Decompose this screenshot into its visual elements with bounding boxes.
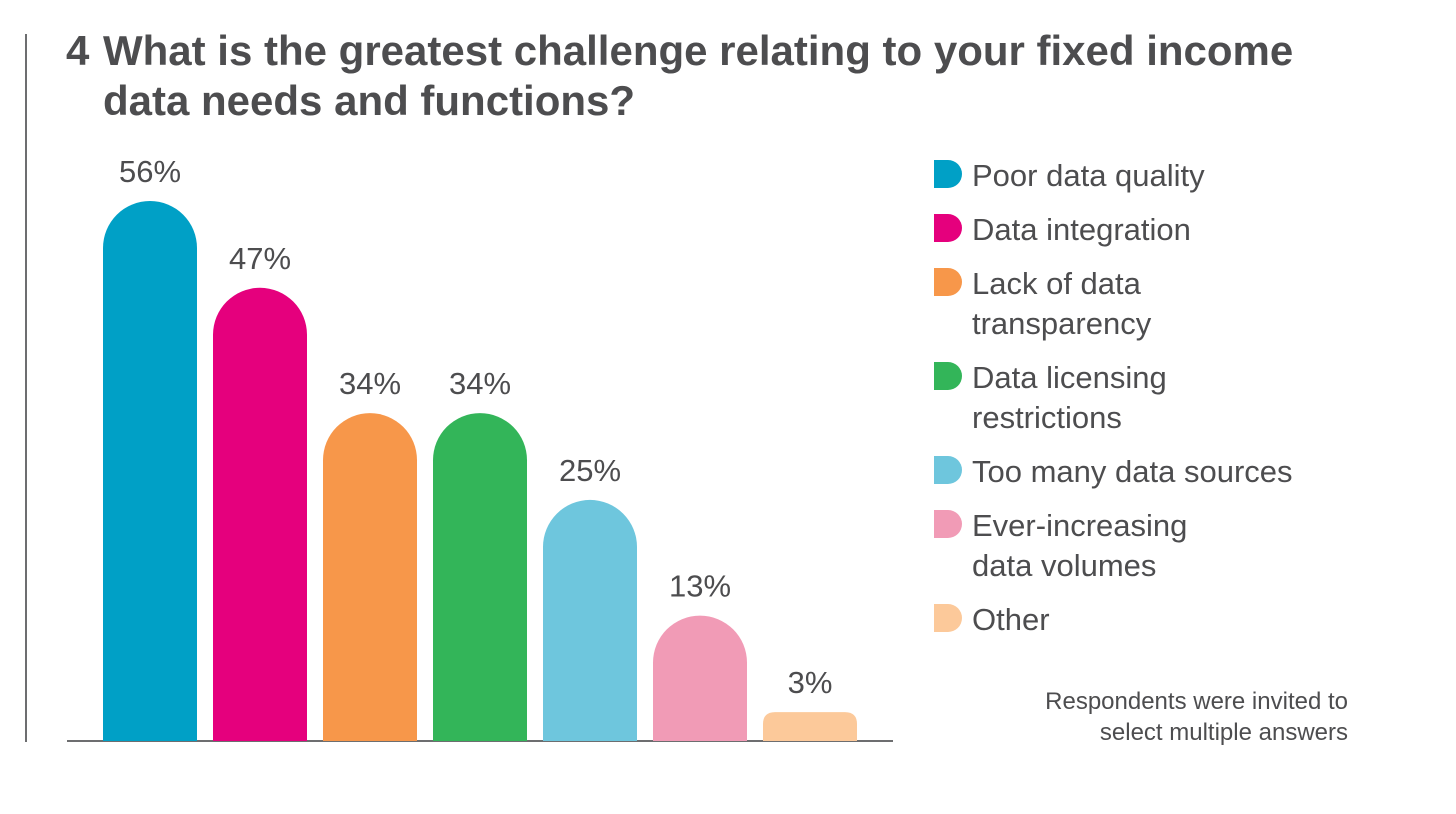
data-label: 13% <box>669 569 731 604</box>
legend-swatch <box>934 456 962 484</box>
question-number: 4 <box>66 27 90 74</box>
legend-item-ever-increasing-data-volumes: Ever-increasing data volumes <box>934 506 1374 586</box>
question-text: What is the greatest challenge relating … <box>103 27 1294 124</box>
data-label: 47% <box>229 241 291 276</box>
left-vertical-rule <box>25 34 27 742</box>
legend-swatch <box>934 604 962 632</box>
legend-swatch <box>934 510 962 538</box>
legend-label: Lack of data transparency <box>972 266 1152 341</box>
footnote: Respondents were invited to select multi… <box>1045 688 1348 746</box>
bar-data-licensing-restrictions <box>433 413 527 741</box>
legend-swatch <box>934 268 962 296</box>
bar-other <box>763 712 857 741</box>
bar-ever-increasing-data-volumes <box>653 615 747 741</box>
data-label: 56% <box>119 154 181 189</box>
data-label: 34% <box>339 366 401 401</box>
legend-item-too-many-data-sources: Too many data sources <box>934 452 1374 492</box>
legend: Poor data quality Data integration Lack … <box>934 156 1374 654</box>
legend-swatch <box>934 214 962 242</box>
legend-item-other: Other <box>934 600 1374 640</box>
legend-label: Poor data quality <box>972 158 1205 193</box>
bar-lack-of-data-transparency <box>323 413 417 741</box>
legend-item-lack-of-data-transparency: Lack of data transparency <box>934 264 1374 344</box>
legend-label: Ever-increasing data volumes <box>972 508 1188 583</box>
legend-item-poor-data-quality: Poor data quality <box>934 156 1374 196</box>
bar-poor-data-quality <box>103 201 197 741</box>
legend-item-data-integration: Data integration <box>934 210 1374 250</box>
bar-too-many-data-sources <box>543 499 637 741</box>
legend-label: Too many data sources <box>972 454 1293 489</box>
data-label: 34% <box>449 366 511 401</box>
legend-label: Other <box>972 602 1050 637</box>
legend-item-data-licensing-restrictions: Data licensing restrictions <box>934 358 1374 438</box>
chart-title: 4 What is the greatest challenge relatin… <box>66 26 1326 126</box>
data-label: 25% <box>559 453 621 488</box>
legend-label: Data licensing restrictions <box>972 360 1167 435</box>
legend-label: Data integration <box>972 212 1191 247</box>
legend-swatch <box>934 362 962 390</box>
data-label: 3% <box>788 665 833 700</box>
bar-data-integration <box>213 287 307 741</box>
legend-swatch <box>934 160 962 188</box>
